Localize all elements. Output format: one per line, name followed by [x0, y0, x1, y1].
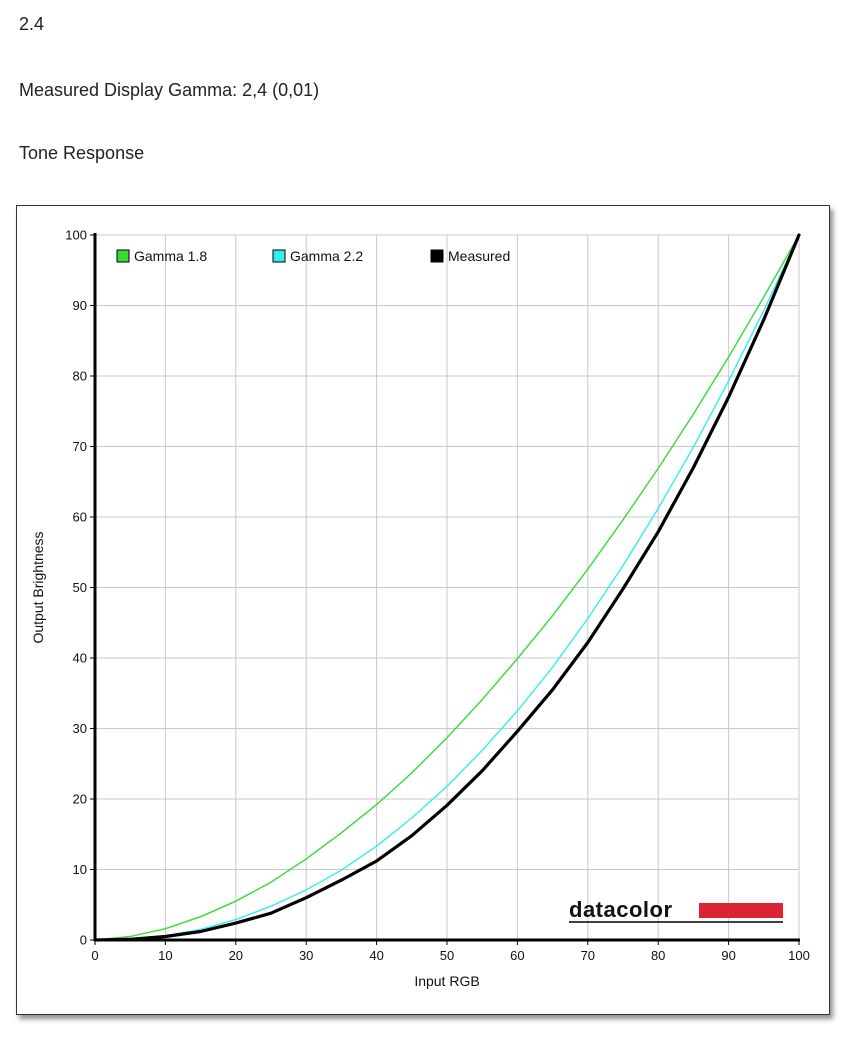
datacolor-logo: datacolor — [569, 897, 673, 922]
x-tick-label: 70 — [581, 948, 595, 963]
y-tick-label: 60 — [73, 510, 87, 525]
x-tick-label: 40 — [369, 948, 383, 963]
y-tick-label: 40 — [73, 651, 87, 666]
y-tick-label: 0 — [80, 933, 87, 948]
y-tick-label: 20 — [73, 792, 87, 807]
x-axis-label: Input RGB — [414, 973, 479, 989]
y-tick-label: 100 — [65, 228, 87, 243]
y-tick-label: 90 — [73, 298, 87, 313]
chart-svg: 0 10 20 30 40 50 60 70 80 90 100 0 10 20 30 40 50 60 70 80 9… — [30, 228, 810, 990]
x-tick-label: 30 — [299, 948, 313, 963]
section-title: Tone Response — [19, 143, 145, 163]
gamma-target-value: 2.4 — [19, 14, 45, 34]
x-tick-label: 100 — [788, 948, 810, 963]
y-tick-label: 70 — [73, 439, 87, 454]
y-tick-label: 30 — [73, 721, 87, 736]
y-tick-label: 10 — [73, 862, 87, 877]
x-tick-label: 10 — [158, 948, 172, 963]
x-tick-label: 50 — [440, 948, 454, 963]
legend-label: Gamma 2.2 — [290, 248, 363, 264]
y-axis-label: Output Brightness — [30, 531, 46, 643]
series-line-1 — [94, 234, 800, 941]
tone-response-chart: 0 10 20 30 40 50 60 70 80 90 100 0 10 20 30 40 50 60 70 80 9… — [16, 205, 830, 1015]
legend-swatch — [116, 249, 130, 263]
x-tick-label: 60 — [510, 948, 524, 963]
x-tick-label: 20 — [229, 948, 243, 963]
x-tick-label: 90 — [721, 948, 735, 963]
legend-label: Gamma 1.8 — [134, 248, 207, 264]
legend-swatch — [430, 249, 444, 263]
measured-gamma-label: Measured Display Gamma: 2,4 (0,01) — [19, 80, 320, 100]
logo-red-bar — [699, 903, 783, 918]
x-tick-label: 0 — [91, 948, 98, 963]
series-line-2 — [94, 234, 800, 941]
y-tick-label: 50 — [73, 580, 87, 595]
x-tick-label: 80 — [651, 948, 665, 963]
legend-label: Measured — [448, 248, 510, 264]
legend-swatch — [272, 249, 286, 263]
series-line-3 — [93, 233, 801, 942]
y-tick-label: 80 — [73, 369, 87, 384]
